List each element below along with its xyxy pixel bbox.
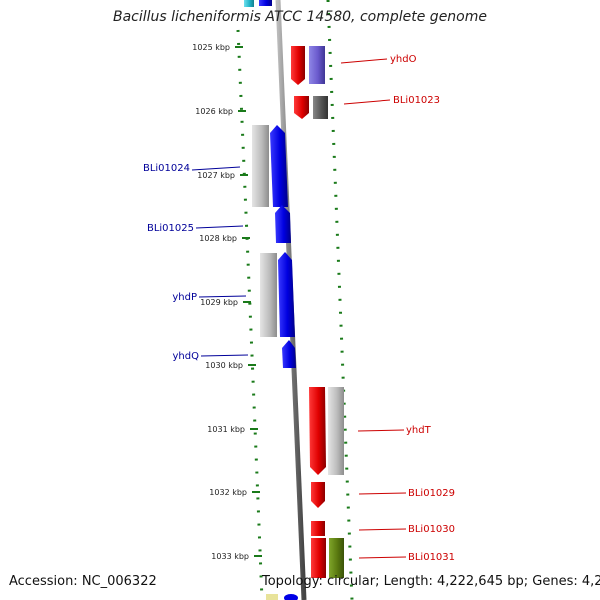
- gene-label-leader: [343, 99, 391, 105]
- gene-label-yhdO: yhdO: [390, 54, 417, 65]
- gene-label-BLi01025: BLi01025: [147, 223, 194, 234]
- gene-label-BLi01030: BLi01030: [408, 524, 455, 535]
- tick-label: 1031 kbp: [207, 425, 245, 434]
- gene-label-BLi01024: BLi01024: [143, 163, 190, 174]
- tick-label: 1032 kbp: [209, 488, 247, 497]
- tick-label: 1029 kbp: [200, 298, 238, 307]
- tick-label: 1026 kbp: [195, 107, 233, 116]
- gene-label-leader: [358, 556, 407, 559]
- gene-label-leader: [195, 225, 244, 229]
- gene-label-yhdT: yhdT: [406, 425, 432, 436]
- blue-partial-bottom: [284, 594, 298, 600]
- map-title: Bacillus licheniformis ATCC 14580, compl…: [113, 9, 487, 25]
- genome-summary-text: Topology: circular; Length: 4,222,645 bp…: [262, 574, 600, 589]
- tick-label: 1025 kbp: [192, 43, 230, 52]
- gene-label-yhdQ: yhdQ: [173, 351, 200, 362]
- gene-label-BLi01031: BLi01031: [408, 552, 455, 563]
- gene-BLi01024-arrow: [270, 125, 288, 207]
- grey-feature-yhdT: [328, 387, 344, 475]
- darkgrey-feature: [313, 96, 328, 119]
- tick-label: 1033 kbp: [211, 552, 249, 561]
- gene-label-leader: [191, 166, 241, 171]
- blue-partial-feature: [259, 0, 272, 6]
- gene-label-leader: [340, 58, 388, 64]
- tick-label: 1030 kbp: [205, 361, 243, 370]
- gene-label-yhdP: yhdP: [172, 292, 197, 303]
- tick-marks: 1025 kbp 1026 kbp 1027 kbp 1028 kbp 1029 kbp…: [192, 43, 262, 561]
- gene-BLi01023-arrow: [294, 96, 309, 119]
- olive-feature: [329, 538, 344, 578]
- outer-dotted-ruler: [326, 0, 354, 600]
- accession-text: Accession: NC_006322: [9, 574, 157, 589]
- gene-label-leader: [198, 295, 247, 298]
- gene-label-leader: [358, 528, 407, 531]
- gene-BLi01029-arrow: [311, 482, 325, 508]
- tick-label: 1027 kbp: [197, 171, 235, 180]
- gene-label-BLi01023: BLi01023: [393, 95, 440, 106]
- gene-features: [244, 0, 344, 600]
- gene-BLi01031-box: [311, 538, 326, 578]
- cyan-feature: [244, 0, 254, 7]
- gene-label-leader: [200, 354, 249, 357]
- yellow-partial-feature: [266, 594, 278, 600]
- inner-dotted-ruler: [236, 29, 264, 600]
- purple-feature: [309, 46, 325, 84]
- tick-label: 1028 kbp: [199, 234, 237, 243]
- grey-feature-1024: [252, 125, 269, 207]
- gene-labels: yhdO BLi01023 BLi01024 BLi01025 yhdP yhdQ yhdT…: [143, 54, 455, 563]
- gene-label-BLi01029: BLi01029: [408, 488, 455, 499]
- gene-yhdO-arrow: [291, 46, 305, 85]
- gene-yhdP-arrow: [278, 252, 295, 337]
- gene-yhdQ-arrow: [282, 340, 296, 368]
- gene-BLi01025-arrow: [275, 205, 291, 243]
- gene-label-leader: [358, 492, 407, 495]
- gene-label-leader: [357, 429, 405, 432]
- grey-feature-yhdP: [260, 253, 277, 337]
- gene-yhdT-arrow: [309, 387, 326, 475]
- gene-BLi01030-box: [311, 521, 325, 536]
